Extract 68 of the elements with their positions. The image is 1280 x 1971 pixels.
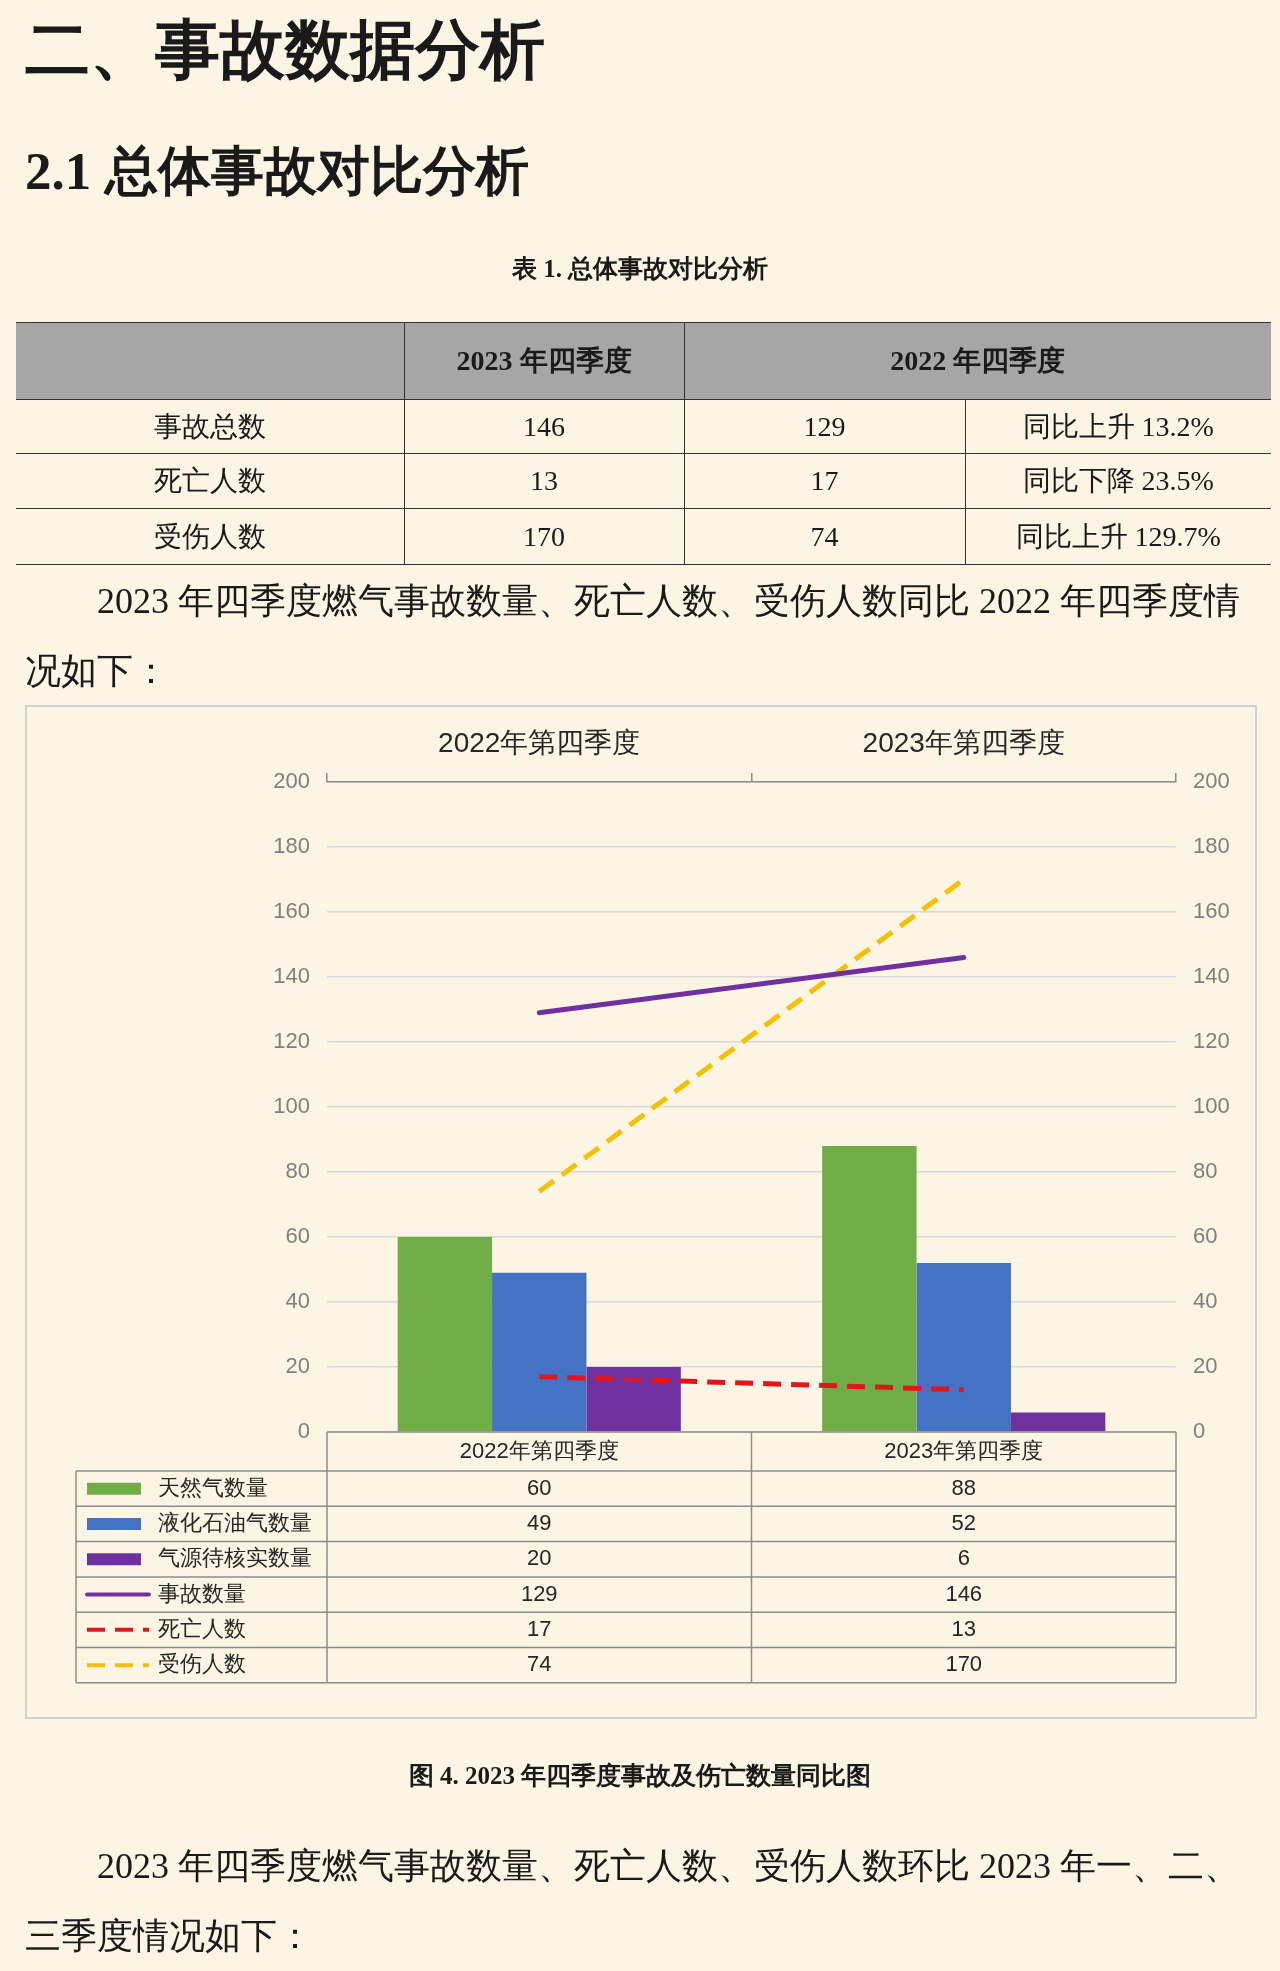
y2-tick-label: 40 [1193,1288,1218,1314]
text: 同比上升 129.7% [965,508,1271,565]
text: 事故总数 [16,399,404,454]
y2-tick-label: 180 [1193,833,1230,859]
y-tick-label: 40 [285,1288,310,1314]
legend-label: 事故数量 [158,1580,246,1606]
text: 2.1 总体事故对比分析 [25,141,529,201]
data-label: 52 [951,1510,976,1536]
data-label: 49 [527,1510,552,1536]
y-tick-label: 80 [285,1158,310,1184]
data-label: 13 [951,1615,976,1641]
y-tick-label: 0 [297,1418,310,1444]
legend-label: 受伤人数 [158,1651,246,1677]
text: 17 [684,453,965,509]
data-label: 20 [527,1545,552,1571]
bar [492,1272,587,1432]
data-label: 170 [945,1651,983,1677]
legend-label: 死亡人数 [158,1615,246,1641]
y-tick-label: 140 [273,963,310,989]
data-label: 146 [945,1580,983,1606]
text: 同比上升 13.2% [965,399,1271,454]
data-label: 129 [520,1580,558,1606]
text: 13 [404,453,684,509]
y2-tick-label: 80 [1193,1158,1218,1184]
text: 死亡人数 [16,453,404,509]
category-label: 2023年第四季度 [862,726,1065,758]
bar [586,1367,681,1432]
legend-label: 液化石油气数量 [158,1510,312,1536]
y2-tick-label: 200 [1193,768,1230,794]
y2-tick-label: 160 [1193,898,1230,924]
text: 二、事故数据分析 [25,12,545,87]
y-tick-label: 200 [273,768,310,794]
data-label: 60 [527,1474,552,1500]
y2-tick-label: 60 [1193,1223,1218,1249]
data-label: 74 [527,1651,552,1677]
y2-tick-label: 0 [1193,1418,1206,1444]
text: 2022 年四季度 [684,322,1271,400]
text: 2023 年四季度 [404,322,684,400]
text: 129 [684,399,965,454]
data-label: 17 [527,1615,552,1641]
y-tick-label: 180 [273,833,310,859]
y-tick-label: 100 [273,1093,310,1119]
text: 170 [404,508,684,565]
y-tick-label: 120 [273,1028,310,1054]
text: 受伤人数 [16,508,404,565]
text: 表 1. 总体事故对比分析 [510,254,770,284]
legend-label: 气源待核实数量 [158,1545,312,1571]
text: 2023 年四季度燃气事故数量、死亡人数、受伤人数同比 2022 年四季度情况如下： [25,580,1241,693]
bar [1010,1412,1106,1432]
y-tick-label: 20 [285,1353,310,1379]
data-label: 6 [957,1545,970,1571]
category-label: 2022年第四季度 [438,726,641,758]
text: 146 [404,399,684,454]
bar [822,1146,917,1432]
text: 同比下降 23.5% [965,453,1271,509]
data-label: 88 [951,1474,976,1500]
bar [916,1263,1011,1432]
y2-tick-label: 20 [1193,1353,1218,1379]
bar [397,1237,493,1432]
y2-tick-label: 120 [1193,1028,1230,1054]
legend-label: 天然气数量 [158,1474,268,1500]
y2-tick-label: 140 [1193,963,1230,989]
text: 2023 年四季度燃气事故数量、死亡人数、受伤人数环比 2023 年一、二、三季度情况如下： [25,1845,1241,1958]
text: 74 [684,508,965,565]
y-tick-label: 60 [285,1223,310,1249]
text: 图 4. 2023 年四季度事故及伤亡数量同比图 [407,1761,873,1791]
y-tick-label: 160 [273,898,310,924]
y2-tick-label: 100 [1193,1093,1230,1119]
